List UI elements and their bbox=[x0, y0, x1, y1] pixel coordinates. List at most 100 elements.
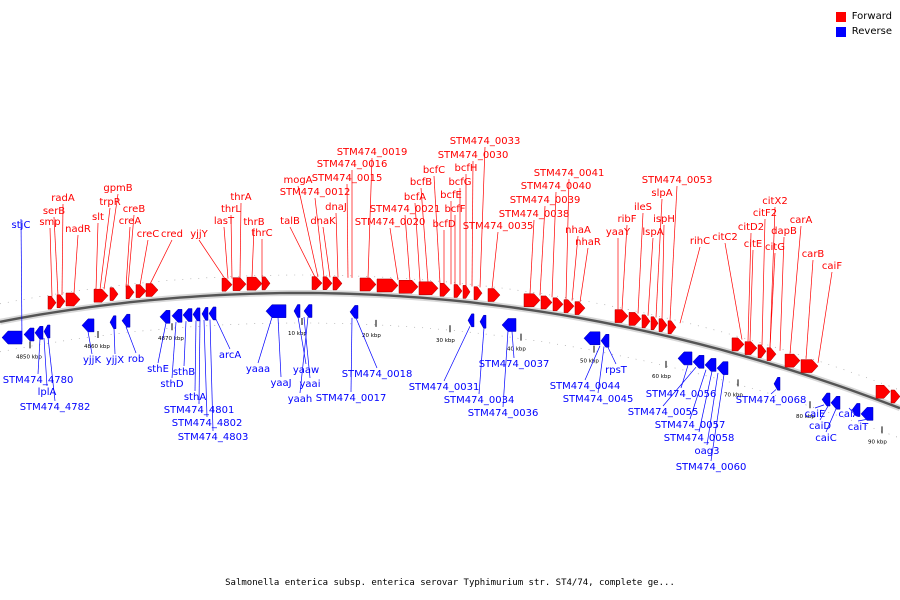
reverse-gene-label[interactable]: STM474_0060 bbox=[676, 462, 747, 473]
forward-gene-label[interactable]: STM474_0040 bbox=[521, 181, 592, 192]
reverse-gene-arrow[interactable] bbox=[851, 403, 861, 417]
reverse-gene-arrow[interactable] bbox=[860, 407, 874, 421]
forward-gene-arrow[interactable] bbox=[540, 295, 553, 310]
reverse-gene-arrow[interactable] bbox=[81, 318, 95, 333]
forward-gene-arrow[interactable] bbox=[47, 295, 57, 310]
forward-gene-arrow[interactable] bbox=[462, 285, 471, 299]
forward-gene-label[interactable]: nhaR bbox=[575, 237, 601, 248]
forward-gene-arrow[interactable] bbox=[563, 299, 575, 313]
forward-gene-label[interactable]: citE bbox=[744, 239, 763, 250]
forward-gene-arrow[interactable] bbox=[261, 276, 271, 291]
forward-gene-label[interactable]: dnaK bbox=[310, 216, 336, 227]
reverse-gene-arrow[interactable] bbox=[501, 318, 517, 332]
forward-gene-arrow[interactable] bbox=[890, 389, 900, 404]
reverse-gene-label[interactable]: STM474_0037 bbox=[479, 359, 550, 370]
reverse-gene-arrow[interactable] bbox=[1, 330, 23, 345]
forward-gene-label[interactable]: STM474_0020 bbox=[355, 217, 426, 228]
forward-gene-label[interactable]: thrB bbox=[243, 217, 264, 228]
forward-gene-arrow[interactable] bbox=[332, 276, 343, 291]
forward-gene-label[interactable]: thrC bbox=[251, 228, 272, 239]
reverse-gene-label[interactable]: caiA bbox=[838, 409, 859, 420]
forward-gene-arrow[interactable] bbox=[376, 278, 399, 293]
forward-gene-label[interactable]: radA bbox=[51, 193, 75, 204]
reverse-gene-arrow[interactable] bbox=[600, 334, 610, 348]
forward-gene-arrow[interactable] bbox=[135, 284, 147, 298]
reverse-gene-label[interactable]: yaai bbox=[300, 379, 321, 390]
forward-gene-label[interactable]: STM474_0033 bbox=[450, 136, 521, 147]
forward-gene-label[interactable]: bcfH bbox=[455, 163, 478, 174]
reverse-gene-label[interactable]: caiD bbox=[809, 421, 831, 432]
forward-gene-label[interactable]: ribF bbox=[618, 214, 637, 225]
reverse-gene-label[interactable]: STM474_0034 bbox=[444, 395, 515, 406]
reverse-gene-label[interactable]: sthD bbox=[160, 379, 183, 390]
reverse-gene-arrow[interactable] bbox=[34, 326, 44, 340]
forward-gene-arrow[interactable] bbox=[359, 277, 377, 292]
reverse-gene-arrow[interactable] bbox=[171, 309, 183, 323]
reverse-gene-arrow[interactable] bbox=[109, 315, 117, 329]
reverse-gene-arrow[interactable] bbox=[293, 304, 301, 318]
reverse-gene-label[interactable]: rob bbox=[128, 354, 144, 365]
forward-gene-label[interactable]: dapB bbox=[771, 226, 797, 237]
reverse-gene-label[interactable]: STM474_0031 bbox=[409, 382, 480, 393]
reverse-gene-label[interactable]: STM474_0017 bbox=[316, 393, 387, 404]
forward-gene-label[interactable]: ispH bbox=[653, 214, 675, 225]
forward-gene-arrow[interactable] bbox=[744, 341, 758, 355]
forward-gene-label[interactable]: lspA bbox=[642, 227, 663, 238]
forward-gene-label[interactable]: STM474_0015 bbox=[312, 173, 383, 184]
forward-gene-label[interactable]: carA bbox=[790, 215, 813, 226]
reverse-gene-label[interactable]: STM474_0068 bbox=[736, 395, 807, 406]
reverse-gene-label[interactable]: STM474_0036 bbox=[468, 408, 539, 419]
forward-gene-arrow[interactable] bbox=[667, 320, 677, 335]
reverse-gene-arrow[interactable] bbox=[677, 351, 693, 366]
forward-gene-label[interactable]: bcfE bbox=[440, 190, 462, 201]
forward-gene-label[interactable]: slt bbox=[92, 212, 104, 223]
reverse-gene-label[interactable]: caiT bbox=[848, 422, 869, 433]
reverse-gene-label[interactable]: yaah bbox=[288, 394, 313, 405]
forward-gene-label[interactable]: citG bbox=[765, 242, 785, 253]
reverse-gene-arrow[interactable] bbox=[716, 361, 729, 375]
forward-gene-label[interactable]: STM474_0016 bbox=[317, 159, 388, 170]
reverse-gene-label[interactable]: caiE bbox=[805, 409, 826, 420]
forward-gene-label[interactable]: serB bbox=[43, 206, 65, 217]
forward-gene-label[interactable]: mogA bbox=[283, 175, 312, 186]
reverse-gene-arrow[interactable] bbox=[182, 308, 193, 322]
forward-gene-arrow[interactable] bbox=[398, 280, 419, 294]
reverse-gene-arrow[interactable] bbox=[208, 306, 217, 321]
forward-gene-label[interactable]: bcfB bbox=[410, 177, 432, 188]
forward-gene-label[interactable]: STM474_0030 bbox=[438, 150, 509, 161]
forward-gene-arrow[interactable] bbox=[731, 337, 745, 352]
forward-gene-arrow[interactable] bbox=[145, 283, 159, 297]
forward-gene-label[interactable]: rihC bbox=[690, 236, 710, 247]
forward-gene-label[interactable]: STM474_0053 bbox=[642, 175, 713, 186]
reverse-gene-arrow[interactable] bbox=[43, 324, 51, 339]
reverse-gene-arrow[interactable] bbox=[773, 377, 781, 391]
forward-gene-arrow[interactable] bbox=[65, 292, 81, 307]
reverse-gene-label[interactable]: sthB bbox=[173, 367, 195, 378]
forward-gene-label[interactable]: gpmB bbox=[103, 183, 132, 194]
forward-gene-label[interactable]: slpA bbox=[651, 188, 672, 199]
forward-gene-label[interactable]: yaaY bbox=[606, 227, 631, 238]
forward-gene-arrow[interactable] bbox=[311, 276, 323, 290]
reverse-gene-label[interactable]: caiC bbox=[815, 433, 836, 444]
reverse-gene-arrow[interactable] bbox=[192, 307, 201, 322]
forward-gene-arrow[interactable] bbox=[784, 353, 801, 368]
forward-gene-label[interactable]: STM474_0041 bbox=[534, 168, 605, 179]
reverse-gene-arrow[interactable] bbox=[349, 305, 359, 319]
reverse-gene-arrow[interactable] bbox=[265, 304, 287, 318]
forward-gene-label[interactable]: bcfG bbox=[448, 177, 471, 188]
reverse-gene-label[interactable]: STM474_0056 bbox=[646, 389, 717, 400]
reverse-gene-label[interactable]: STM474_0057 bbox=[655, 420, 726, 431]
reverse-gene-arrow[interactable] bbox=[479, 314, 487, 329]
forward-gene-label[interactable]: bcfC bbox=[423, 165, 445, 176]
forward-gene-arrow[interactable] bbox=[418, 281, 439, 296]
forward-gene-arrow[interactable] bbox=[487, 288, 501, 302]
forward-gene-arrow[interactable] bbox=[574, 301, 586, 315]
forward-gene-label[interactable]: creB bbox=[123, 204, 146, 215]
forward-gene-label[interactable]: creA bbox=[119, 216, 142, 227]
forward-gene-arrow[interactable] bbox=[658, 318, 668, 332]
forward-gene-arrow[interactable] bbox=[800, 359, 819, 373]
forward-gene-arrow[interactable] bbox=[650, 316, 659, 330]
forward-gene-label[interactable]: carB bbox=[802, 249, 825, 260]
reverse-gene-label[interactable]: sthA bbox=[184, 392, 206, 403]
